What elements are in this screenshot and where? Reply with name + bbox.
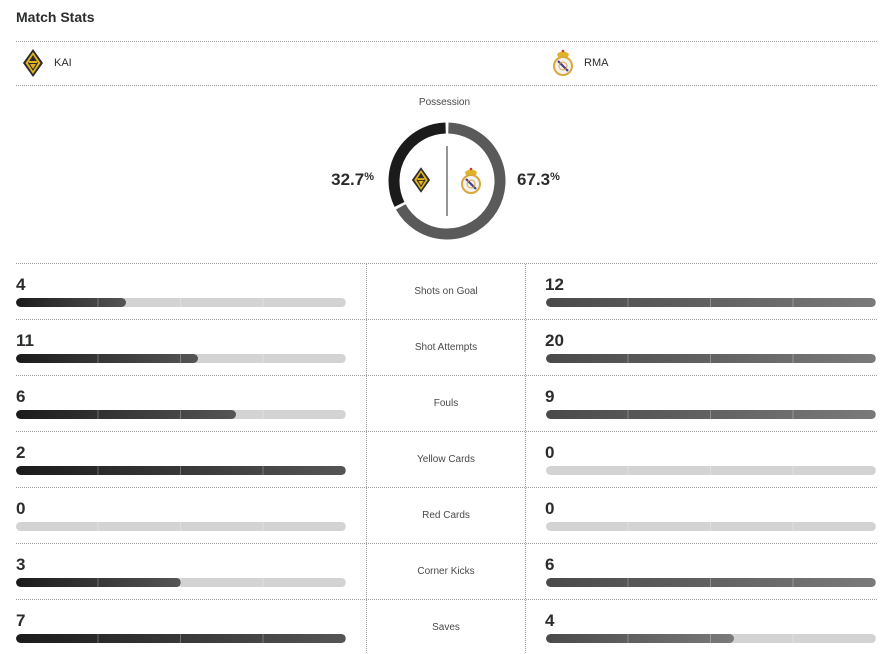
divider [16, 41, 877, 42]
bar-ticks [546, 522, 876, 531]
home-possession-arc [388, 122, 446, 207]
away-stat-bar-fill [546, 410, 876, 419]
away-possession-unit: % [550, 171, 560, 183]
kai-crest-icon [411, 167, 431, 193]
divider [366, 432, 367, 487]
stat-row: 6 Fouls 9 [16, 375, 877, 431]
divider [16, 85, 877, 86]
stat-label: Red Cards [422, 510, 470, 521]
away-stat-bar [546, 634, 876, 643]
divider [366, 264, 367, 319]
away-stat-bar [546, 578, 876, 587]
stat-row: 3 Corner Kicks 6 [16, 543, 877, 599]
divider [525, 488, 526, 543]
away-stat-value: 0 [545, 499, 555, 518]
divider [525, 376, 526, 431]
divider [525, 320, 526, 375]
home-possession-value: 32.7 [331, 170, 365, 189]
away-stat-bar [546, 522, 876, 531]
home-stat-bar [16, 410, 346, 419]
stat-label: Shot Attempts [414, 342, 478, 353]
away-stat-bar [546, 466, 876, 475]
home-stat-bar-fill [16, 578, 181, 587]
home-possession: 32.7% [331, 170, 374, 190]
home-stat-bar [16, 354, 346, 363]
away-stat-value: 4 [545, 611, 555, 630]
away-stat-bar-fill [546, 578, 876, 587]
away-stat-value: 20 [545, 331, 564, 350]
page-title: Match Stats [16, 9, 95, 25]
away-stat-bar-fill [546, 634, 735, 643]
stat-row: 2 Yellow Cards 0 [16, 431, 877, 487]
kai-crest-icon [22, 48, 44, 78]
stat-label: Fouls [433, 398, 459, 409]
away-team[interactable]: RMA [552, 48, 608, 78]
divider [366, 544, 367, 599]
home-stat-bar-fill [16, 466, 346, 475]
away-stat-bar [546, 298, 876, 307]
divider [525, 264, 526, 319]
away-team-abbr: RMA [584, 57, 609, 69]
home-stat-bar [16, 298, 346, 307]
home-possession-unit: % [364, 171, 374, 183]
home-team-abbr: KAI [54, 57, 72, 69]
stat-label: Shots on Goal [414, 286, 478, 297]
home-stat-value: 3 [16, 555, 26, 574]
stat-row: 11 Shot Attempts 20 [16, 319, 877, 375]
home-stat-bar [16, 634, 346, 643]
bar-ticks [16, 522, 346, 531]
divider [366, 320, 367, 375]
away-stat-value: 6 [545, 555, 555, 574]
stat-label: Yellow Cards [417, 454, 475, 465]
bar-ticks [546, 466, 876, 475]
stat-row: 0 Red Cards 0 [16, 487, 877, 543]
home-stat-bar-fill [16, 634, 346, 643]
away-stat-value: 12 [545, 275, 564, 294]
home-stat-bar-fill [16, 354, 198, 363]
away-possession: 67.3% [517, 170, 560, 190]
divider [525, 432, 526, 487]
stat-label: Saves [432, 622, 460, 633]
home-stat-bar [16, 466, 346, 475]
stat-row: 7 Saves 4 [16, 599, 877, 654]
possession-donut [388, 122, 506, 240]
away-possession-value: 67.3 [517, 170, 551, 189]
divider [525, 600, 526, 654]
home-stat-value: 6 [16, 387, 26, 406]
home-stat-value: 7 [16, 611, 26, 630]
away-possession-arc [395, 122, 506, 240]
away-stat-bar [546, 410, 876, 419]
home-stat-value: 0 [16, 499, 26, 518]
stats-table: 4 Shots on Goal 12 11 Shot Attempts 20 6… [16, 263, 877, 654]
home-stat-value: 11 [16, 331, 34, 350]
divider [366, 488, 367, 543]
away-stat-value: 0 [545, 443, 555, 462]
rma-crest-icon [552, 48, 574, 78]
home-stat-bar-fill [16, 410, 237, 419]
away-stat-bar-fill [546, 298, 876, 307]
home-stat-bar [16, 522, 346, 531]
divider [525, 544, 526, 599]
away-stat-bar [546, 354, 876, 363]
rma-crest-icon [460, 166, 482, 195]
possession-label: Possession [418, 97, 471, 108]
home-stat-value: 4 [16, 275, 26, 294]
home-stat-value: 2 [16, 443, 26, 462]
home-team[interactable]: KAI [22, 48, 72, 78]
home-stat-bar-fill [16, 298, 126, 307]
divider [366, 600, 367, 654]
stat-label: Corner Kicks [417, 566, 475, 577]
divider [366, 376, 367, 431]
away-stat-bar-fill [546, 354, 876, 363]
away-stat-value: 9 [545, 387, 555, 406]
home-stat-bar [16, 578, 346, 587]
stat-row: 4 Shots on Goal 12 [16, 263, 877, 319]
